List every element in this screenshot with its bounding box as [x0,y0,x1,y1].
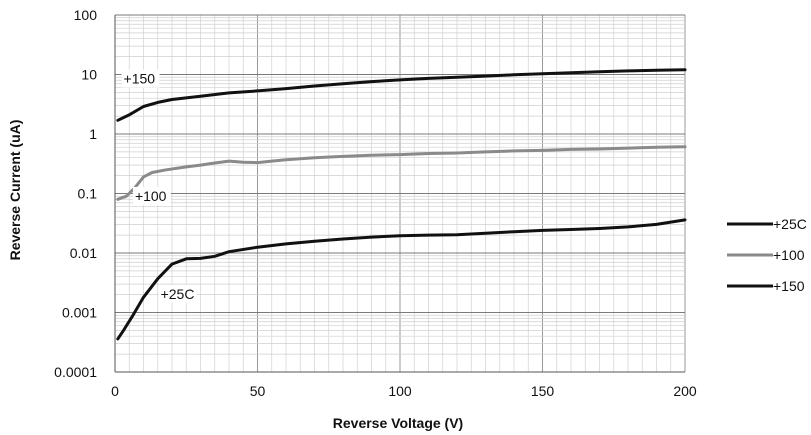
y-tick-label: 0.0001 [54,364,97,380]
series-annotation: +150 [124,71,156,87]
annotation-background [121,69,160,88]
series-annotation: +100 [135,188,167,204]
legend: +25C +100 +150 [727,216,807,294]
series-line [116,218,687,341]
legend-label: +100 [773,247,805,263]
y-tick-label: 10 [81,67,97,83]
x-tick-label: 200 [673,383,697,399]
y-tick-label: 0.01 [70,245,97,261]
series-annotation: +25C [161,286,195,302]
grid [114,14,686,373]
series-lines [116,68,687,341]
x-tick-label: 150 [531,383,555,399]
annotations: +150 +100 +25C [121,69,197,303]
legend-label: +25C [773,216,807,232]
x-tick-label: 0 [111,383,119,399]
y-tick-label: 0.1 [78,186,98,202]
y-tick-label: 0.001 [62,305,97,321]
axes: 0 50 100 150 200 0.0001 0.001 0.01 0.1 1 10 100 [54,7,697,399]
x-axis-title: Reverse Voltage (V) [333,415,463,431]
y-tick-label: 1 [89,126,97,142]
series-line [116,68,687,122]
y-axis-title: Reverse Current (uA) [7,120,23,261]
x-tick-label: 100 [388,383,412,399]
series-line [116,145,687,201]
annotation-background [132,186,171,205]
x-tick-label: 50 [250,383,266,399]
y-tick-label: 100 [74,7,98,23]
legend-label: +150 [773,278,805,294]
annotation-background [158,284,197,303]
